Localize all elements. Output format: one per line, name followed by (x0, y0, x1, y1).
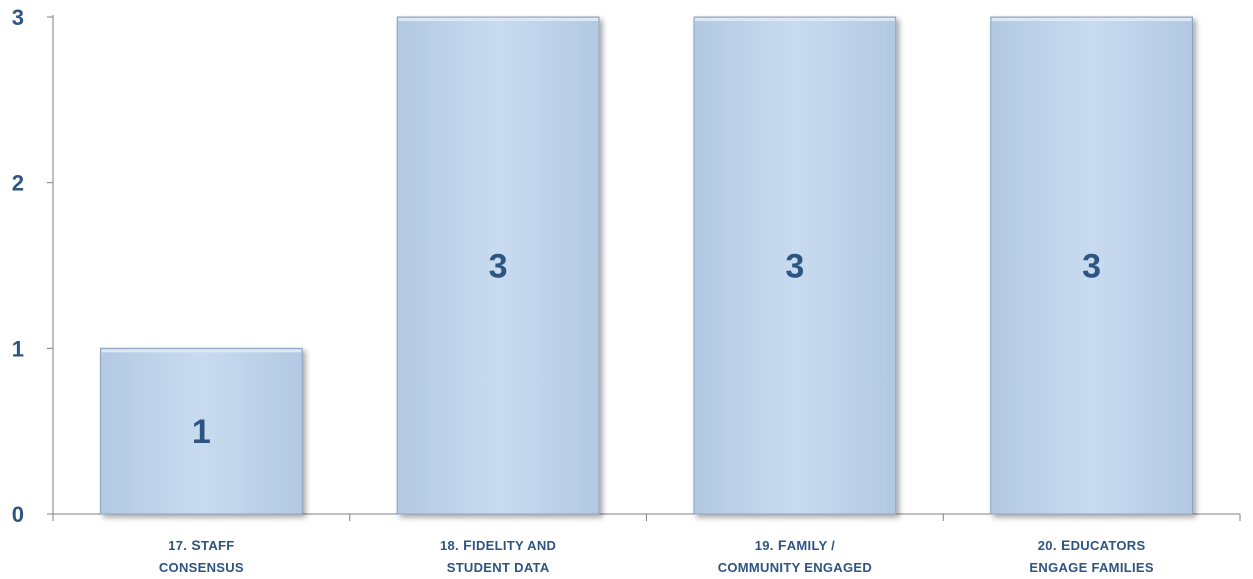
category-label: STUDENT DATA (447, 560, 550, 575)
bars (99, 16, 1194, 515)
category-label: ENGAGE FAMILIES (1029, 560, 1153, 575)
category-label: CONSENSUS (159, 560, 244, 575)
bar-bevel (398, 18, 599, 21)
bar (990, 16, 1194, 515)
category-label: COMMUNITY ENGAGED (718, 560, 872, 575)
bar (396, 16, 600, 515)
bar-bevel (694, 18, 895, 21)
x-axis (52, 513, 1241, 521)
data-label: 1 (192, 413, 211, 451)
category-labels: 17. STAFF CONSENSUS 18. FIDELITY AND STUDEN… (159, 537, 1154, 575)
y-axis: 0 1 2 3 (12, 5, 54, 527)
data-label: 3 (489, 248, 508, 286)
category-label: 18. FIDELITY AND (440, 537, 556, 553)
y-tick-label: 0 (12, 502, 24, 527)
bar (99, 347, 303, 515)
y-tick-label: 1 (12, 336, 24, 361)
bar-bevel (991, 18, 1192, 21)
y-tick-label: 3 (12, 5, 24, 30)
data-label: 3 (1082, 248, 1101, 286)
bar (693, 16, 897, 515)
data-labels: 1 3 3 3 (192, 248, 1101, 452)
y-tick-label: 2 (12, 171, 24, 196)
category-label: 17. STAFF (168, 537, 234, 553)
category-label: 19. FAMILY / (755, 537, 835, 553)
bar-bevel (101, 349, 302, 353)
data-label: 3 (785, 248, 804, 286)
category-label: 20. EDUCATORS (1038, 537, 1146, 553)
